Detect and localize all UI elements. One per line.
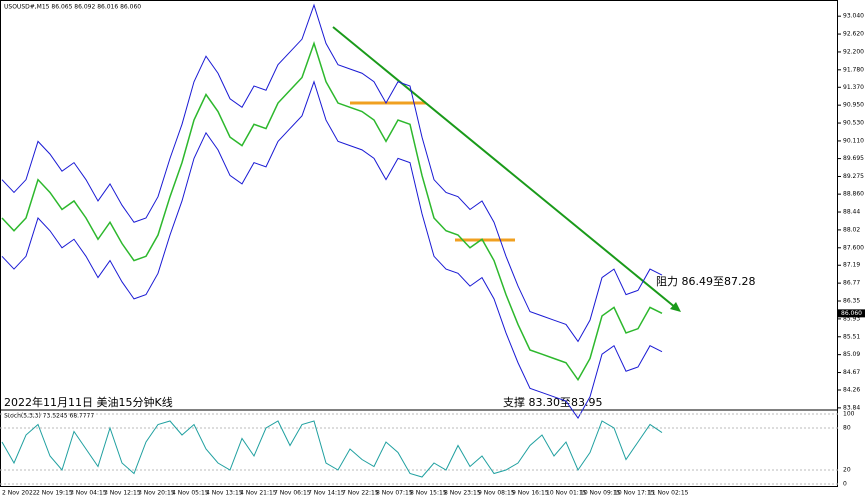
y-tick-label: 93.040 <box>843 13 864 20</box>
y-tick-label: 88.02 <box>843 226 860 233</box>
arrow-head <box>670 302 681 312</box>
stoch-line <box>1 420 663 478</box>
y-tick-label: 85.09 <box>843 351 860 358</box>
annotation: 支撑 83.30至83.95 <box>503 395 602 409</box>
y-tick-label: 86.35 <box>843 298 860 305</box>
y-tick-label: 87.600 <box>843 244 864 251</box>
x-tick-label: 3 Nov 12:15 <box>104 490 141 497</box>
x-tick-label: 8 Nov 23:15 <box>444 490 481 497</box>
x-tick-label: 4 Nov 21:15 <box>240 490 277 497</box>
x-tick-label: 4 Nov 05:15 <box>172 490 209 497</box>
y-tick-label: 89.695 <box>843 155 864 162</box>
x-tick-label: 9 Nov 16:15 <box>512 490 549 497</box>
annotation: 阻力 86.49至87.28 <box>656 275 755 288</box>
x-tick-label: 7 Nov 22:15 <box>342 490 379 497</box>
x-tick-label: 11 Nov 02:15 <box>648 490 689 497</box>
stoch-tick-label: 20 <box>843 467 851 474</box>
x-tick-label: 3 Nov 04:15 <box>70 490 107 497</box>
y-tick-label: 88.44 <box>843 209 860 216</box>
price-tag-label: 86.060 <box>841 310 862 317</box>
y-tick-label: 84.26 <box>843 386 860 393</box>
y-tick-label: 90.530 <box>843 120 864 127</box>
y-tick-label: 91.780 <box>843 66 864 73</box>
y-tick-label: 87.19 <box>843 262 860 269</box>
trend-line <box>332 26 677 309</box>
y-tick-label: 83.84 <box>843 404 860 411</box>
y-tick-label: 92.200 <box>843 48 864 55</box>
y-tick-label: 84.67 <box>843 369 860 376</box>
stoch-tick-label: 100 <box>843 411 855 418</box>
y-tick-label: 89.275 <box>843 173 864 180</box>
y-tick-label: 88.860 <box>843 191 864 198</box>
annotation: 2022年11月11日 美油15分钟K线 <box>4 395 173 409</box>
price-line <box>1 3 663 343</box>
x-tick-label: 3 Nov 20:15 <box>138 490 175 497</box>
y-tick-label: 92.620 <box>843 31 864 38</box>
price-tag <box>838 309 865 318</box>
x-tick-label: 7 Nov 14:15 <box>308 490 345 497</box>
y-tick-label: 90.110 <box>843 137 864 144</box>
x-tick-label: 8 Nov 15:15 <box>410 490 447 497</box>
stoch-tick-label: 0 <box>843 481 847 488</box>
price-line <box>1 80 663 420</box>
frame <box>0 0 838 487</box>
x-tick-label: 2 Nov 19:15 <box>36 490 73 497</box>
price-line <box>1 41 663 382</box>
x-tick-label: 7 Nov 06:15 <box>274 490 311 497</box>
y-tick-label: 91.370 <box>843 84 864 91</box>
y-tick-label: 85.51 <box>843 333 860 340</box>
stoch-title: Stoch(5,3,3) 73.5245 68.7777 <box>4 413 95 420</box>
y-tick-label: 90.950 <box>843 102 864 109</box>
x-tick-label: 9 Nov 08:15 <box>478 490 515 497</box>
x-tick-label: 10 Nov 01:15 <box>546 490 587 497</box>
stoch-tick-label: 80 <box>843 425 851 432</box>
chart-title: USOUSD#,M15 86.065 86.092 86.016 86.060 <box>4 4 141 11</box>
x-tick-label: 10 Nov 09:15 <box>580 490 621 497</box>
y-tick-label: 85.93 <box>843 315 860 322</box>
x-tick-label: 2 Nov 2022 <box>2 490 37 497</box>
x-tick-label: 4 Nov 13:15 <box>206 490 243 497</box>
x-tick-label: 10 Nov 17:15 <box>614 490 655 497</box>
y-tick-label: 86.77 <box>843 280 860 287</box>
x-tick-label: 8 Nov 07:15 <box>376 490 413 497</box>
